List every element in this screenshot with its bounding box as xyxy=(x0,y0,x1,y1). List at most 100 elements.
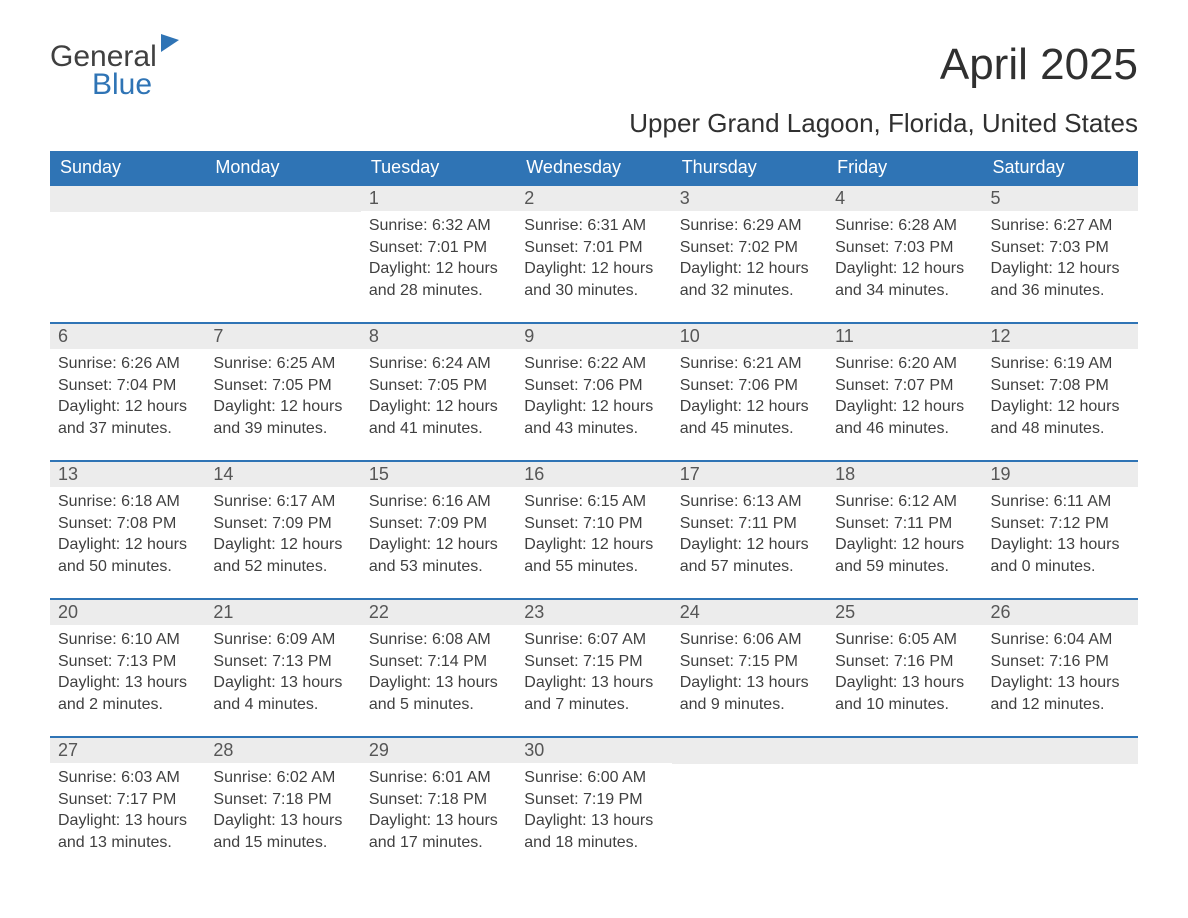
day-body xyxy=(983,764,1138,776)
location-text: Upper Grand Lagoon, Florida, United Stat… xyxy=(50,108,1138,139)
day-number: 28 xyxy=(205,738,360,763)
day-number: 20 xyxy=(50,600,205,625)
calendar-cell: 5Sunrise: 6:27 AMSunset: 7:03 PMDaylight… xyxy=(983,185,1138,323)
day-line: and 36 minutes. xyxy=(991,280,1130,302)
day-line: Sunrise: 6:32 AM xyxy=(369,215,508,237)
calendar-cell: 7Sunrise: 6:25 AMSunset: 7:05 PMDaylight… xyxy=(205,323,360,461)
day-number: 11 xyxy=(827,324,982,349)
day-body: Sunrise: 6:16 AMSunset: 7:09 PMDaylight:… xyxy=(361,487,516,585)
day-line: Sunset: 7:02 PM xyxy=(680,237,819,259)
day-number: 27 xyxy=(50,738,205,763)
day-body: Sunrise: 6:04 AMSunset: 7:16 PMDaylight:… xyxy=(983,625,1138,723)
day-line: Sunrise: 6:26 AM xyxy=(58,353,197,375)
calendar-cell: 19Sunrise: 6:11 AMSunset: 7:12 PMDayligh… xyxy=(983,461,1138,599)
calendar-cell: 27Sunrise: 6:03 AMSunset: 7:17 PMDayligh… xyxy=(50,737,205,875)
column-header: Tuesday xyxy=(361,151,516,185)
calendar-cell: 28Sunrise: 6:02 AMSunset: 7:18 PMDayligh… xyxy=(205,737,360,875)
day-body: Sunrise: 6:25 AMSunset: 7:05 PMDaylight:… xyxy=(205,349,360,447)
day-line: and 39 minutes. xyxy=(213,418,352,440)
day-number: 25 xyxy=(827,600,982,625)
day-line: Sunset: 7:16 PM xyxy=(991,651,1130,673)
day-body xyxy=(827,764,982,776)
day-line: Daylight: 13 hours xyxy=(835,672,974,694)
day-line: and 2 minutes. xyxy=(58,694,197,716)
day-line: Sunrise: 6:28 AM xyxy=(835,215,974,237)
day-line: Daylight: 12 hours xyxy=(213,396,352,418)
day-line: Sunset: 7:19 PM xyxy=(524,789,663,811)
day-body: Sunrise: 6:03 AMSunset: 7:17 PMDaylight:… xyxy=(50,763,205,861)
day-line: and 48 minutes. xyxy=(991,418,1130,440)
day-line: and 18 minutes. xyxy=(524,832,663,854)
day-line: Sunrise: 6:16 AM xyxy=(369,491,508,513)
day-body: Sunrise: 6:05 AMSunset: 7:16 PMDaylight:… xyxy=(827,625,982,723)
day-line: Sunrise: 6:09 AM xyxy=(213,629,352,651)
calendar-cell: 6Sunrise: 6:26 AMSunset: 7:04 PMDaylight… xyxy=(50,323,205,461)
day-line: Sunset: 7:13 PM xyxy=(58,651,197,673)
calendar-cell: 26Sunrise: 6:04 AMSunset: 7:16 PMDayligh… xyxy=(983,599,1138,737)
day-body: Sunrise: 6:28 AMSunset: 7:03 PMDaylight:… xyxy=(827,211,982,309)
day-number: 9 xyxy=(516,324,671,349)
page-title: April 2025 xyxy=(940,40,1138,90)
day-line: Sunset: 7:08 PM xyxy=(991,375,1130,397)
day-line: Sunrise: 6:21 AM xyxy=(680,353,819,375)
calendar-cell xyxy=(50,185,205,323)
flag-icon xyxy=(161,34,179,52)
calendar-cell: 22Sunrise: 6:08 AMSunset: 7:14 PMDayligh… xyxy=(361,599,516,737)
calendar-cell xyxy=(983,737,1138,875)
calendar-cell: 8Sunrise: 6:24 AMSunset: 7:05 PMDaylight… xyxy=(361,323,516,461)
day-line: and 41 minutes. xyxy=(369,418,508,440)
day-line: Sunset: 7:11 PM xyxy=(835,513,974,535)
calendar-cell: 11Sunrise: 6:20 AMSunset: 7:07 PMDayligh… xyxy=(827,323,982,461)
day-body: Sunrise: 6:24 AMSunset: 7:05 PMDaylight:… xyxy=(361,349,516,447)
day-line: Sunset: 7:12 PM xyxy=(991,513,1130,535)
day-line: Sunrise: 6:18 AM xyxy=(58,491,197,513)
calendar-cell: 23Sunrise: 6:07 AMSunset: 7:15 PMDayligh… xyxy=(516,599,671,737)
day-line: Daylight: 12 hours xyxy=(835,258,974,280)
day-body: Sunrise: 6:15 AMSunset: 7:10 PMDaylight:… xyxy=(516,487,671,585)
day-line: Sunset: 7:17 PM xyxy=(58,789,197,811)
day-number: 7 xyxy=(205,324,360,349)
day-number: 4 xyxy=(827,186,982,211)
day-line: Daylight: 13 hours xyxy=(369,810,508,832)
day-line: Sunrise: 6:29 AM xyxy=(680,215,819,237)
day-body: Sunrise: 6:32 AMSunset: 7:01 PMDaylight:… xyxy=(361,211,516,309)
day-line: and 12 minutes. xyxy=(991,694,1130,716)
day-number: 5 xyxy=(983,186,1138,211)
day-body: Sunrise: 6:20 AMSunset: 7:07 PMDaylight:… xyxy=(827,349,982,447)
day-line: Sunset: 7:08 PM xyxy=(58,513,197,535)
day-line: Sunrise: 6:04 AM xyxy=(991,629,1130,651)
day-number xyxy=(672,738,827,764)
day-body: Sunrise: 6:13 AMSunset: 7:11 PMDaylight:… xyxy=(672,487,827,585)
day-body xyxy=(50,212,205,224)
day-line: Sunset: 7:06 PM xyxy=(680,375,819,397)
day-number: 8 xyxy=(361,324,516,349)
day-line: Sunrise: 6:05 AM xyxy=(835,629,974,651)
day-line: Sunset: 7:06 PM xyxy=(524,375,663,397)
day-line: Daylight: 13 hours xyxy=(680,672,819,694)
calendar-cell: 20Sunrise: 6:10 AMSunset: 7:13 PMDayligh… xyxy=(50,599,205,737)
calendar-cell: 2Sunrise: 6:31 AMSunset: 7:01 PMDaylight… xyxy=(516,185,671,323)
day-body xyxy=(672,764,827,776)
day-number: 18 xyxy=(827,462,982,487)
day-number: 10 xyxy=(672,324,827,349)
day-number: 22 xyxy=(361,600,516,625)
day-line: and 32 minutes. xyxy=(680,280,819,302)
day-body: Sunrise: 6:12 AMSunset: 7:11 PMDaylight:… xyxy=(827,487,982,585)
day-number: 14 xyxy=(205,462,360,487)
day-line: and 17 minutes. xyxy=(369,832,508,854)
day-line: and 13 minutes. xyxy=(58,832,197,854)
calendar-cell: 15Sunrise: 6:16 AMSunset: 7:09 PMDayligh… xyxy=(361,461,516,599)
day-line: and 9 minutes. xyxy=(680,694,819,716)
day-number: 21 xyxy=(205,600,360,625)
day-line: Daylight: 12 hours xyxy=(991,258,1130,280)
day-number xyxy=(983,738,1138,764)
day-line: Sunset: 7:14 PM xyxy=(369,651,508,673)
day-body: Sunrise: 6:22 AMSunset: 7:06 PMDaylight:… xyxy=(516,349,671,447)
calendar-cell: 9Sunrise: 6:22 AMSunset: 7:06 PMDaylight… xyxy=(516,323,671,461)
day-line: and 15 minutes. xyxy=(213,832,352,854)
day-line: and 28 minutes. xyxy=(369,280,508,302)
day-line: and 7 minutes. xyxy=(524,694,663,716)
day-line: and 37 minutes. xyxy=(58,418,197,440)
day-line: Daylight: 13 hours xyxy=(58,810,197,832)
day-line: Sunset: 7:01 PM xyxy=(524,237,663,259)
